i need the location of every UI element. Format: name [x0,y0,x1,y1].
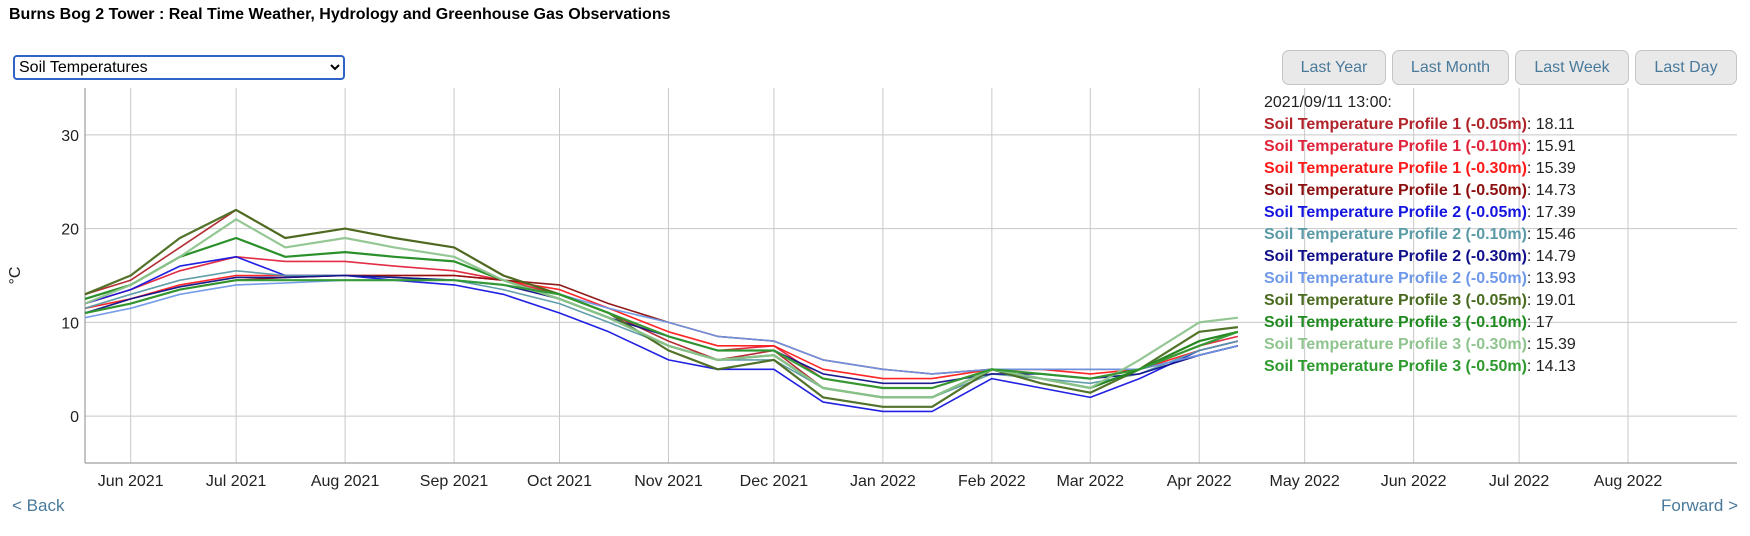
x-tick-label: Jan 2022 [850,473,916,490]
x-tick-label: Sep 2021 [420,473,489,490]
legend-series-value: : 15.46 [1527,226,1576,243]
page-title: Burns Bog 2 Tower : Real Time Weather, H… [9,6,671,23]
legend-series-value: : 14.79 [1527,248,1576,265]
legend-series-name: Soil Temperature Profile 2 (-0.10m) [1264,226,1527,243]
legend-series-name: Soil Temperature Profile 1 (-0.10m) [1264,138,1527,155]
last-day-button[interactable]: Last Day [1635,50,1737,85]
legend-series-name: Soil Temperature Profile 3 (-0.30m) [1264,336,1527,353]
y-tick-label: 10 [61,315,79,332]
legend-series-name: Soil Temperature Profile 3 (-0.50m) [1264,358,1527,375]
variable-select[interactable]: Soil Temperatures [13,55,345,80]
x-tick-label: Nov 2021 [634,473,703,490]
x-tick-label: Apr 2022 [1167,473,1232,490]
legend-series-name: Soil Temperature Profile 1 (-0.05m) [1264,116,1527,133]
y-tick-label: 30 [61,128,79,145]
series-line [84,255,1239,413]
legend-series-name: Soil Temperature Profile 3 (-0.10m) [1264,314,1527,331]
legend-entry: Soil Temperature Profile 3 (-0.10m): 17 [1264,314,1554,331]
legend-series-value: : 17 [1527,314,1554,331]
back-link[interactable]: < Back [12,496,65,515]
x-tick-label: May 2022 [1270,473,1340,490]
series-line [84,274,1239,380]
range-buttons: Last Year Last Month Last Week Last Day [1282,50,1737,85]
legend-series-value: : 15.39 [1527,160,1576,177]
x-tick-label: Jul 2022 [1489,473,1550,490]
legend-series-value: : 19.01 [1527,292,1576,309]
x-tick-label: Dec 2021 [740,473,809,490]
last-month-button[interactable]: Last Month [1392,50,1509,85]
legend-entry: Soil Temperature Profile 3 (-0.50m): 14.… [1264,358,1576,375]
legend-series-value: : 18.11 [1527,116,1575,133]
series-line [84,279,1239,375]
forward-link[interactable]: Forward > [1661,496,1738,515]
legend-series-value: : 17.39 [1527,204,1576,221]
series-line [84,274,1239,375]
series-line [84,279,1239,390]
legend-entry: Soil Temperature Profile 1 (-0.10m): 15.… [1264,138,1576,155]
legend-entry: Soil Temperature Profile 1 (-0.50m): 14.… [1264,182,1576,199]
x-tick-label: Jun 2021 [98,473,164,490]
last-week-button[interactable]: Last Week [1515,50,1629,85]
y-tick-label: 20 [61,222,79,239]
legend-entry: Soil Temperature Profile 2 (-0.05m): 17.… [1264,204,1576,221]
last-year-button[interactable]: Last Year [1282,50,1386,85]
legend-series-value: : 15.39 [1527,336,1576,353]
series-line [84,208,1239,408]
legend-series-name: Soil Temperature Profile 2 (-0.30m) [1264,248,1527,265]
legend-entry: Soil Temperature Profile 2 (-0.10m): 15.… [1264,226,1576,243]
legend-series-name: Soil Temperature Profile 2 (-0.50m) [1264,270,1527,287]
legend-timestamp: 2021/09/11 13:00: [1264,94,1392,111]
x-tick-label: Feb 2022 [958,473,1026,490]
legend-entry: Soil Temperature Profile 1 (-0.30m): 15.… [1264,160,1576,177]
x-tick-label: Jul 2021 [206,473,267,490]
legend-entry: Soil Temperature Profile 2 (-0.30m): 14.… [1264,248,1576,265]
x-tick-label: Aug 2021 [311,473,380,490]
legend-series-name: Soil Temperature Profile 1 (-0.30m) [1264,160,1527,177]
legend-entry: Soil Temperature Profile 3 (-0.30m): 15.… [1264,336,1576,353]
x-tick-label: Aug 2022 [1594,473,1663,490]
x-tick-label: Jun 2022 [1381,473,1447,490]
series-line [84,218,1239,399]
legend-entry: Soil Temperature Profile 2 (-0.50m): 13.… [1264,270,1576,287]
x-tick-label: Mar 2022 [1056,473,1124,490]
legend-series-name: Soil Temperature Profile 3 (-0.05m) [1264,292,1527,309]
legend-series-value: : 13.93 [1527,270,1576,287]
legend-series-value: : 15.91 [1527,138,1576,155]
y-tick-label: 0 [70,409,79,426]
x-tick-label: Oct 2021 [527,473,592,490]
legend-entry: Soil Temperature Profile 1 (-0.05m): 18.… [1264,116,1575,133]
legend-series-value: : 14.73 [1527,182,1576,199]
legend-series-value: : 14.13 [1527,358,1576,375]
legend-series-name: Soil Temperature Profile 1 (-0.50m) [1264,182,1527,199]
y-axis-label: °C [7,267,24,285]
legend-entry: Soil Temperature Profile 3 (-0.05m): 19.… [1264,292,1576,309]
series-line [84,236,1239,399]
legend-series-name: Soil Temperature Profile 2 (-0.05m) [1264,204,1527,221]
